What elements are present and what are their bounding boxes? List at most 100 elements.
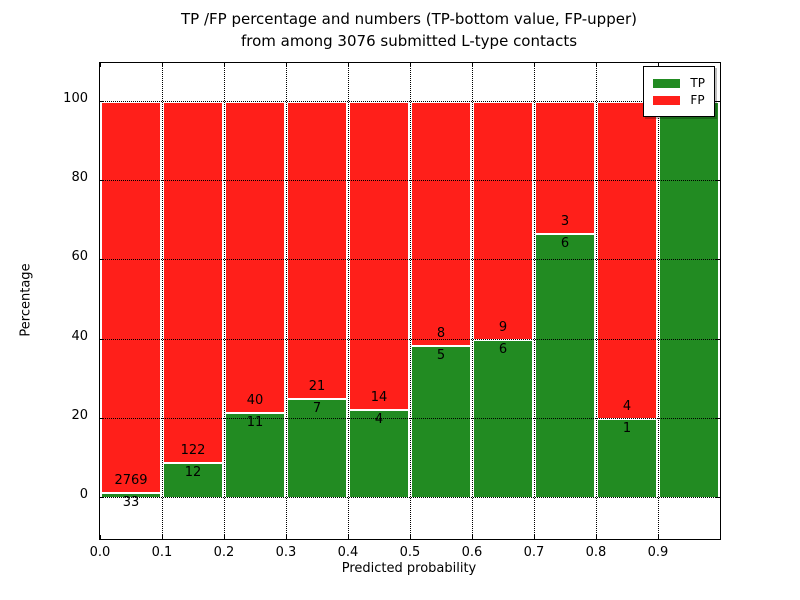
gridline-x-0.2: [224, 63, 225, 539]
xtick-label-0.1: 0.1: [151, 545, 173, 560]
tp-count-label-0.2-0.3: 11: [246, 414, 264, 430]
tp-count-label-0.7-0.8: 6: [560, 236, 570, 251]
fp-bar-0.5-0.6: [410, 101, 472, 345]
chart-title: TP /FP percentage and numbers (TP-bottom…: [99, 8, 719, 52]
ytick-right-80: [716, 180, 720, 182]
xtick-bottom-0.5: [410, 535, 411, 539]
fp-bar-0.4-0.5: [348, 101, 410, 409]
tp-count-label-0.5-0.6: 5: [436, 347, 446, 363]
ytick-label-100: 100: [63, 91, 88, 106]
fp-bar-0.3-0.4: [286, 101, 348, 398]
legend-item-fp: FP: [653, 93, 705, 107]
xtick-bottom-0.9: [658, 535, 659, 539]
gridline-x-0.1: [162, 63, 163, 539]
xtick-top-0.6: [472, 63, 473, 67]
fp-count-label-0.0-0.1: 2769: [114, 473, 148, 489]
fp-bar-0.6-0.7: [472, 101, 534, 339]
fp-count-label-0.3-0.4: 21: [308, 379, 326, 394]
tp-color-swatch: [653, 78, 681, 88]
y-axis-label: Percentage: [18, 263, 34, 337]
legend-label-fp: FP: [690, 93, 705, 107]
xtick-top-0.5: [410, 63, 411, 67]
fp-count-label-0.8-0.9: 4: [622, 398, 632, 414]
ytick-label-20: 20: [71, 407, 88, 423]
tp-count-label-0.1-0.2: 12: [184, 464, 202, 480]
ytick-left-0: [100, 497, 104, 498]
ytick-label-60: 60: [71, 249, 88, 265]
xtick-top-0.1: [162, 63, 163, 67]
gridline-x-0.8: [596, 63, 597, 539]
fp-count-label-0.5-0.6: 8: [436, 325, 446, 341]
xtick-top-0.0: [100, 63, 101, 67]
tp-count-label-0.8-0.9: 1: [622, 420, 632, 436]
fp-color-swatch: [653, 95, 681, 105]
tp-count-label-0.4-0.5: 4: [374, 412, 384, 427]
xtick-top-0.9: [658, 63, 659, 67]
xtick-bottom-0.3: [286, 535, 287, 539]
fp-count-label-0.4-0.5: 14: [370, 390, 388, 405]
xtick-label-0.2: 0.2: [213, 545, 235, 560]
xtick-top-0.4: [348, 63, 349, 67]
xtick-bottom-0.6: [472, 535, 473, 539]
tp-bar-0.9-1.0: [658, 101, 720, 497]
xtick-bottom-0.7: [534, 535, 535, 539]
tp-count-label-0.3-0.4: 7: [312, 401, 322, 416]
gridline-x-0.4: [348, 63, 349, 539]
tp-count-label-0.0-0.1: 33: [122, 495, 140, 511]
fp-count-label-0.1-0.2: 122: [180, 442, 206, 458]
ytick-left-100: [100, 101, 104, 102]
chart-title-line1: TP /FP percentage and numbers (TP-bottom…: [181, 10, 637, 28]
xtick-label-0.0: 0.0: [89, 545, 111, 560]
tp-bar-0.8-0.9: [596, 417, 658, 497]
xtick-label-0.8: 0.8: [585, 545, 607, 560]
fp-bar-0.7-0.8: [534, 101, 596, 233]
xtick-top-0.3: [286, 63, 287, 67]
tp-bar-0.6-0.7: [472, 338, 534, 497]
xtick-label-0.5: 0.5: [399, 545, 421, 560]
ytick-right-0: [716, 497, 720, 498]
tp-bar-0.7-0.8: [534, 233, 596, 497]
ytick-left-80: [100, 180, 104, 182]
fp-count-label-0.6-0.7: 9: [498, 319, 508, 335]
xtick-bottom-0.8: [596, 535, 597, 539]
xtick-label-0.4: 0.4: [337, 545, 359, 560]
gridline-x-0.5: [410, 63, 411, 539]
ytick-label-40: 40: [71, 328, 88, 344]
gridline-x-0.6: [472, 63, 473, 539]
fp-count-label-0.7-0.8: 3: [560, 214, 570, 229]
xtick-bottom-0.2: [224, 535, 225, 539]
tp-bar-0.2-0.3: [224, 411, 286, 497]
gridline-x-0.7: [534, 63, 535, 539]
legend: TP FP: [643, 66, 715, 117]
xtick-bottom-0.0: [100, 535, 101, 539]
xtick-label-0.7: 0.7: [523, 545, 545, 560]
ytick-left-60: [100, 259, 104, 261]
fp-count-label-0.2-0.3: 40: [246, 392, 264, 408]
fp-bar-0.1-0.2: [162, 101, 224, 462]
plot-area: 276933122124011217144859636411 TP FP: [99, 62, 721, 540]
ytick-label-80: 80: [71, 170, 88, 186]
fp-bar-0.0-0.1: [100, 101, 162, 493]
xtick-bottom-0.4: [348, 535, 349, 539]
tp-bar-0.1-0.2: [162, 461, 224, 497]
tp-count-label-0.6-0.7: 6: [498, 341, 508, 357]
ytick-right-100: [716, 101, 720, 102]
xtick-top-0.7: [534, 63, 535, 67]
ytick-label-0: 0: [79, 487, 88, 502]
gridline-x-0.9: [658, 63, 659, 539]
xtick-label-0.6: 0.6: [461, 545, 483, 560]
ytick-right-40: [716, 338, 720, 340]
ytick-right-60: [716, 259, 720, 261]
xtick-top-0.8: [596, 63, 597, 67]
tp-bar-0.4-0.5: [348, 409, 410, 497]
ytick-left-40: [100, 338, 104, 340]
legend-label-tp: TP: [690, 76, 705, 90]
xtick-top-0.2: [224, 63, 225, 67]
gridline-x-0.3: [286, 63, 287, 539]
x-axis-label: Predicted probability: [341, 561, 477, 576]
ytick-right-20: [716, 417, 720, 419]
legend-item-tp: TP: [653, 76, 705, 90]
xtick-label-0.9: 0.9: [647, 545, 669, 560]
tp-bar-0.0-0.1: [100, 492, 162, 497]
